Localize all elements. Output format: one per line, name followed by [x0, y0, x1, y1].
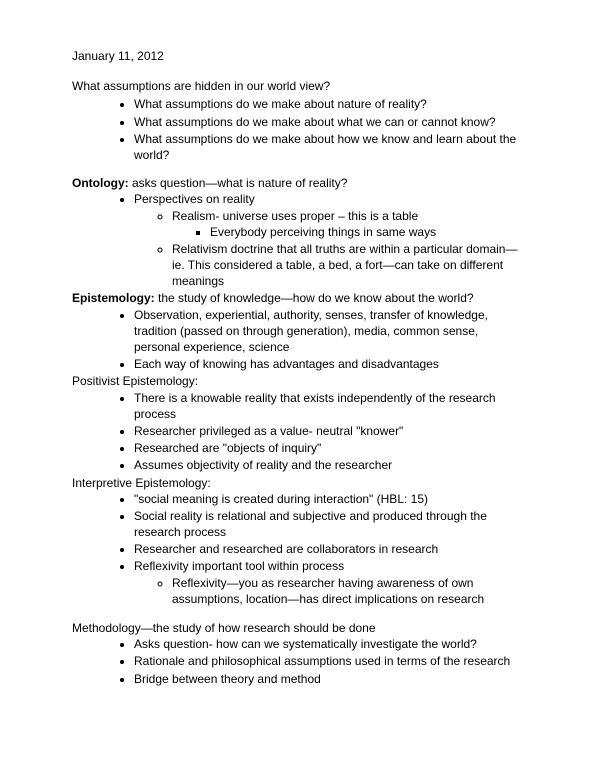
list-item: Everybody perceiving things in same ways — [210, 224, 523, 240]
epistemology-term: Epistemology: — [72, 291, 155, 305]
spacer — [72, 608, 523, 620]
intro-question: What assumptions are hidden in our world… — [72, 78, 523, 94]
list-item: Assumes objectivity of reality and the r… — [134, 457, 523, 473]
interpretive-sub: Reflexivity—you as researcher having awa… — [134, 575, 523, 607]
list-item: Bridge between theory and method — [134, 671, 523, 687]
ontology-heading: Ontology: asks question—what is nature o… — [72, 175, 523, 191]
epistemology-heading: Epistemology: the study of knowledge—how… — [72, 290, 523, 306]
methodology-heading: Methodology—the study of how research sh… — [72, 620, 523, 636]
list-item: Asks question- how can we systematically… — [134, 636, 523, 652]
list-item: Each way of knowing has advantages and d… — [134, 356, 523, 372]
methodology-bullets: Asks question- how can we systematically… — [72, 636, 523, 687]
list-item: What assumptions do we make about nature… — [134, 96, 523, 112]
interpretive-heading: Interpretive Epistemology: — [72, 475, 523, 491]
list-item: Perspectives on reality Realism- univers… — [134, 191, 523, 289]
list-item: Relativism doctrine that all truths are … — [172, 241, 523, 290]
bullet-text: Perspectives on reality — [134, 192, 255, 206]
list-item: What assumptions do we make about how we… — [134, 131, 523, 163]
list-item: Social reality is relational and subject… — [134, 508, 523, 540]
list-item: "social meaning is created during intera… — [134, 491, 523, 507]
list-item: What assumptions do we make about what w… — [134, 114, 523, 130]
list-item: Observation, experiential, authority, se… — [134, 307, 523, 356]
ontology-term: Ontology: — [72, 176, 129, 190]
list-item: Reflexivity—you as researcher having awa… — [172, 575, 523, 607]
date-line: January 11, 2012 — [72, 48, 523, 64]
document-page: January 11, 2012 What assumptions are hi… — [0, 0, 595, 718]
intro-bullets: What assumptions do we make about nature… — [72, 96, 523, 163]
list-item: Researcher privileged as a value- neutra… — [134, 423, 523, 439]
list-item: Realism- universe uses proper – this is … — [172, 208, 523, 240]
interpretive-bullets: "social meaning is created during intera… — [72, 491, 523, 607]
ontology-def: asks question—what is nature of reality? — [129, 176, 348, 190]
list-item: Researcher and researched are collaborat… — [134, 541, 523, 557]
list-item: Reflexivity important tool within proces… — [134, 558, 523, 607]
ontology-subsub: Everybody perceiving things in same ways — [172, 224, 523, 240]
epistemology-def: the study of knowledge—how do we know ab… — [155, 291, 474, 305]
list-item: There is a knowable reality that exists … — [134, 390, 523, 422]
list-item: Rationale and philosophical assumptions … — [134, 653, 523, 669]
ontology-bullets: Perspectives on reality Realism- univers… — [72, 191, 523, 289]
positivist-heading: Positivist Epistemology: — [72, 373, 523, 389]
positivist-bullets: There is a knowable reality that exists … — [72, 390, 523, 474]
ontology-sub: Realism- universe uses proper – this is … — [134, 208, 523, 290]
bullet-text: Realism- universe uses proper – this is … — [172, 209, 418, 223]
list-item: Researched are "objects of inquiry" — [134, 440, 523, 456]
bullet-text: Reflexivity important tool within proces… — [134, 559, 344, 573]
epistemology-bullets: Observation, experiential, authority, se… — [72, 307, 523, 373]
